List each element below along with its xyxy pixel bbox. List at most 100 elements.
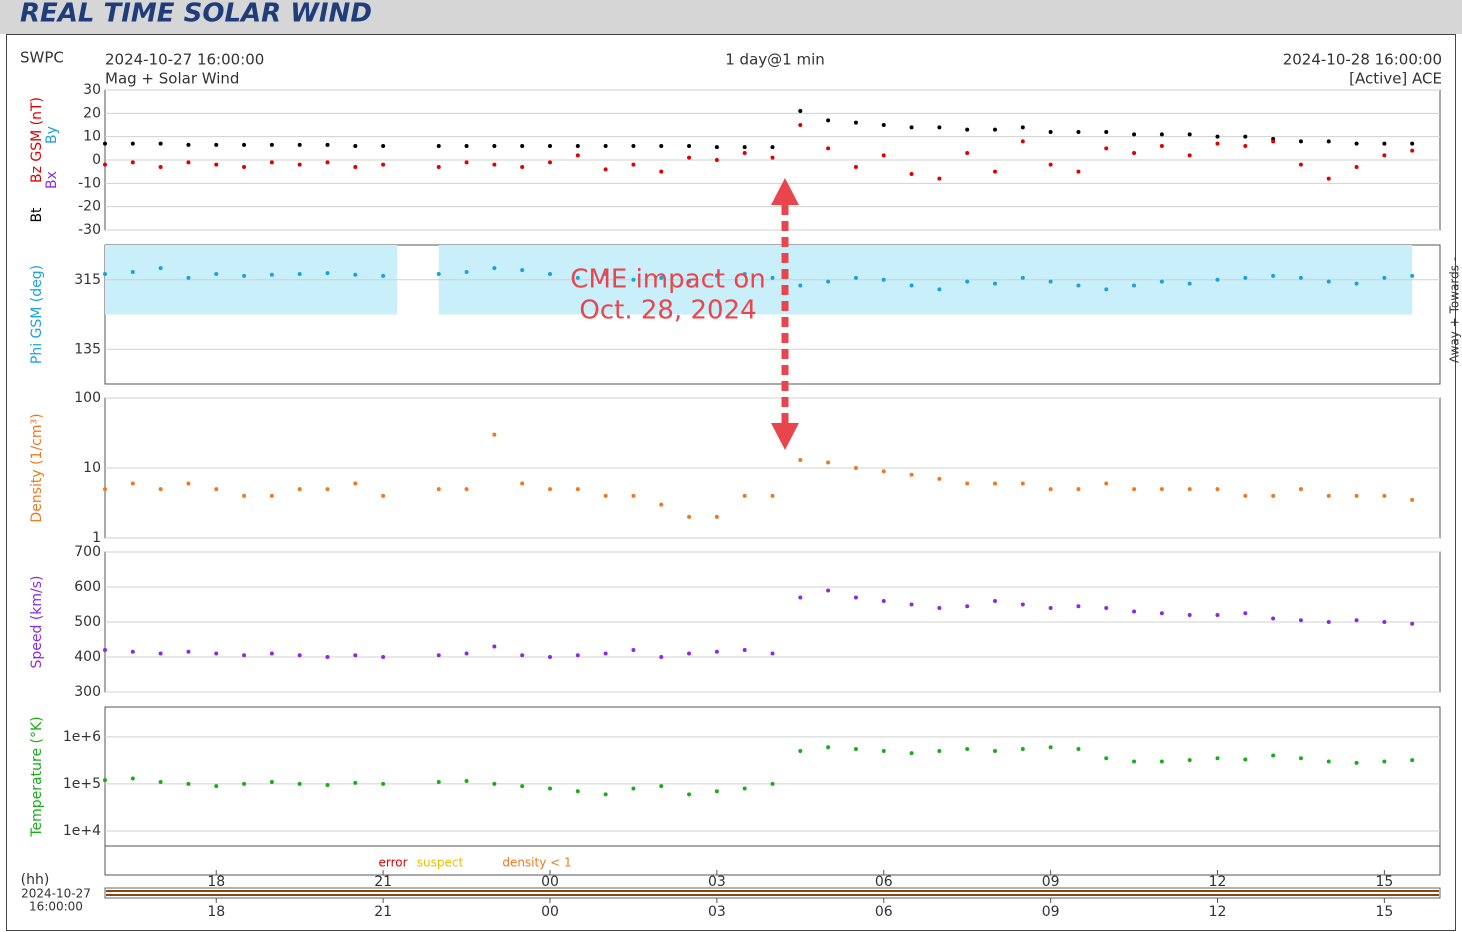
data-point	[1298, 618, 1303, 623]
data-point	[687, 279, 692, 284]
data-point	[325, 655, 330, 659]
data-point	[1354, 760, 1359, 765]
y-axis-label: By	[44, 126, 60, 144]
source: SWPC	[20, 49, 64, 67]
data-point	[1382, 141, 1387, 146]
data-point	[436, 779, 441, 784]
data-point	[1104, 130, 1109, 134]
plots: -30 -20 -10 0 10 20 30 Bt Bz GSM (nT) Bx By 135 315 P…	[29, 82, 1441, 920]
data-point	[520, 165, 525, 169]
flag-label: error	[378, 856, 407, 870]
data-point	[603, 651, 608, 656]
data-point	[158, 779, 163, 784]
y-tick-label: 10	[83, 460, 101, 476]
data-point	[520, 481, 525, 486]
data-point	[1215, 613, 1220, 617]
data-point	[1298, 162, 1303, 167]
start-clock: 16:00:00	[29, 900, 83, 914]
arrow-head	[771, 423, 799, 450]
y-tick-label: 1	[92, 530, 101, 546]
y-tick-label: 500	[74, 614, 101, 630]
data-point	[1215, 134, 1220, 139]
data-point	[353, 165, 358, 169]
data-point	[770, 781, 775, 786]
data-point	[853, 466, 858, 470]
data-point	[158, 651, 163, 656]
data-point	[1104, 287, 1109, 292]
x-tick-label: 18	[207, 874, 225, 890]
data-point	[881, 748, 886, 753]
data-point	[1076, 130, 1081, 134]
data-point	[714, 145, 719, 150]
data-point	[1410, 148, 1415, 153]
data-point	[1326, 759, 1331, 764]
data-point	[1298, 139, 1303, 144]
data-point	[214, 162, 219, 167]
data-point	[1298, 487, 1303, 492]
data-point	[520, 653, 525, 658]
data-point	[269, 651, 274, 656]
data-point	[881, 277, 886, 282]
data-point	[492, 144, 497, 148]
time-slider[interactable]	[104, 887, 1441, 899]
data-point	[548, 271, 552, 276]
data-point	[1104, 606, 1109, 610]
data-point	[1020, 747, 1025, 752]
data-point	[297, 487, 302, 492]
y-tick-label: 600	[74, 579, 101, 595]
data-point	[1159, 611, 1164, 616]
data-point	[659, 169, 664, 174]
data-point	[1076, 169, 1081, 174]
data-point	[103, 271, 107, 276]
data-point	[297, 781, 302, 786]
data-point	[464, 651, 469, 656]
data-point	[826, 460, 831, 465]
data-point	[1243, 611, 1248, 616]
data-point	[242, 142, 247, 147]
data-point	[603, 271, 608, 276]
data-point	[103, 648, 107, 652]
data-point	[214, 784, 219, 789]
data-point	[1354, 141, 1359, 146]
data-point	[909, 602, 914, 607]
data-point	[603, 167, 608, 172]
data-point	[464, 779, 469, 784]
x-tick-label: 00	[541, 874, 559, 890]
data-point	[742, 648, 747, 652]
data-point	[381, 781, 386, 786]
data-point	[881, 469, 886, 474]
data-point	[798, 123, 803, 127]
data-point	[353, 272, 358, 277]
data-point	[1382, 153, 1387, 158]
data-point	[687, 514, 692, 519]
data-point	[965, 279, 970, 284]
y-tick-label: 315	[74, 272, 101, 288]
data-point	[269, 142, 274, 147]
data-point	[575, 789, 580, 794]
data-point	[1298, 756, 1303, 761]
data-point	[798, 109, 803, 113]
x-tick-label: 21	[374, 874, 392, 890]
data-point	[1215, 487, 1220, 492]
data-point	[1410, 497, 1415, 502]
data-point	[575, 653, 580, 658]
data-point	[1020, 481, 1025, 486]
data-point	[770, 493, 775, 498]
y-axis-label: Bt	[29, 207, 45, 223]
y-tick-label: 400	[74, 649, 101, 665]
data-point	[826, 745, 831, 750]
data-point	[1048, 130, 1053, 134]
data-point	[631, 277, 636, 282]
data-point	[714, 649, 719, 654]
data-point	[714, 514, 719, 519]
data-point	[1326, 620, 1331, 624]
data-point	[492, 781, 497, 786]
data-point	[993, 481, 997, 486]
y-tick-label: -20	[78, 199, 101, 215]
data-point	[1382, 759, 1387, 764]
x-tick-label: 09	[1042, 874, 1060, 890]
satellite: [Active] ACE	[1349, 70, 1442, 88]
data-point	[1076, 747, 1081, 752]
data-point	[353, 780, 358, 785]
data-point	[436, 271, 441, 276]
